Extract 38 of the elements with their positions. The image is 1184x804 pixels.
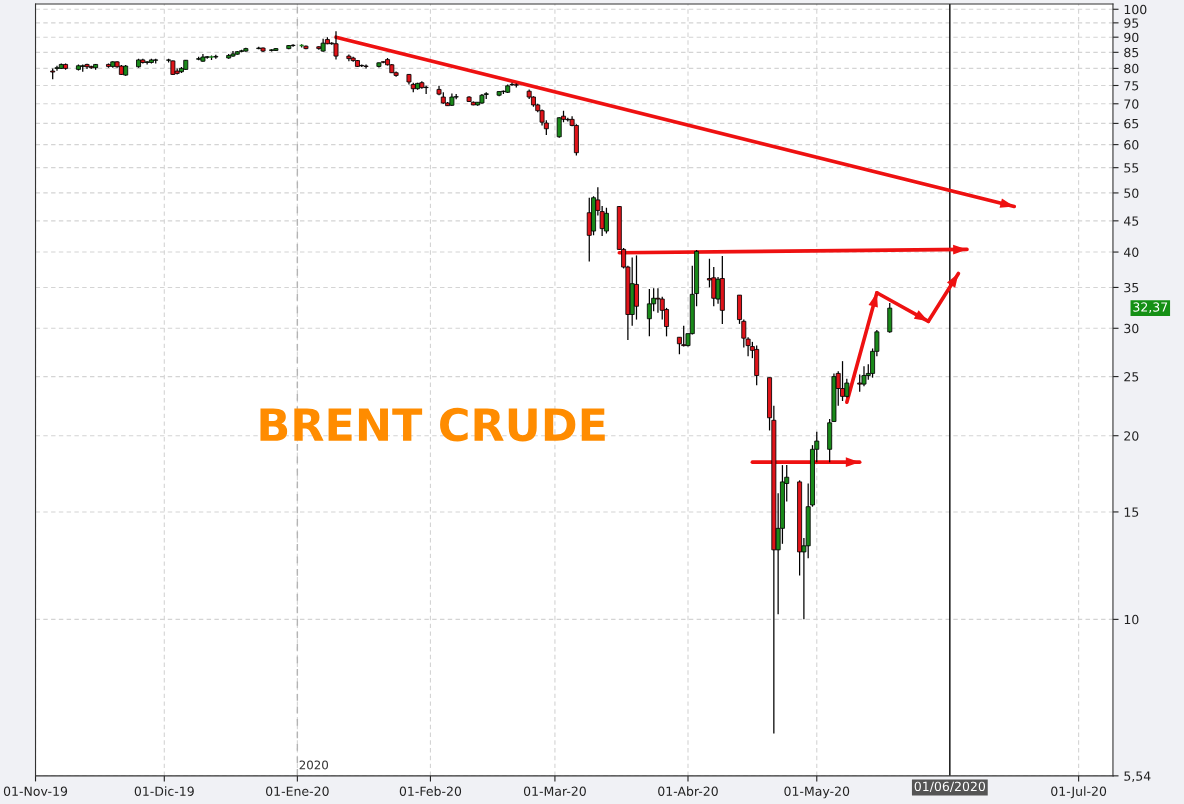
y-tick-label: 40 xyxy=(1123,247,1139,257)
y-tick-label: 80 xyxy=(1124,63,1139,74)
y-tick-label: 50 xyxy=(1124,188,1139,198)
y-tick-label: 20 xyxy=(1124,431,1139,441)
candlestick xyxy=(603,207,609,235)
x-tick-label: 01-Feb-20 xyxy=(399,786,462,796)
text: 32,37 xyxy=(1133,302,1168,314)
ref-line-label: 2020 xyxy=(299,760,329,770)
y-tick-label: 45 xyxy=(1123,216,1139,226)
candlestick xyxy=(634,254,639,321)
y-tick-label: 95 xyxy=(1124,18,1139,28)
y-tick-label: 60 xyxy=(1124,140,1139,150)
x-tick-label: 01-Ene-20 xyxy=(266,786,329,796)
x-tick-label: 01-Nov-19 xyxy=(3,786,68,796)
y-tick-label: 5,54 xyxy=(1124,771,1151,783)
y-tick-label: 70 xyxy=(1124,99,1139,109)
x-tick-label: 01-Mar-20 xyxy=(523,786,586,796)
candlestick xyxy=(423,85,429,95)
y-tick-label: 90 xyxy=(1124,32,1139,43)
x-tick-label: 01-Dic-19 xyxy=(134,786,194,796)
y-tick-label: 85 xyxy=(1124,47,1139,58)
y-tick-label: 25 xyxy=(1124,372,1139,382)
candlestick xyxy=(887,302,893,334)
y-tick-label: 35 xyxy=(1124,282,1139,293)
x-tick-label: 01-Jul-20 xyxy=(1051,786,1107,799)
y-tick-label: 15 xyxy=(1124,507,1139,517)
x-tick-label: 01-Abr-20 xyxy=(658,786,718,796)
candlestick xyxy=(646,288,652,337)
ref-line-label: 01/06/2020 xyxy=(914,781,986,793)
y-tick-label: 65 xyxy=(1124,118,1139,129)
y-tick-label: 100 xyxy=(1124,4,1147,15)
y-tick-label: 30 xyxy=(1124,323,1139,334)
y-tick-label: 55 xyxy=(1124,163,1139,173)
x-tick-label: 01-May-20 xyxy=(784,786,850,799)
annotation: BRENT CRUDE xyxy=(260,407,605,442)
y-tick-label: 10 xyxy=(1124,614,1139,625)
y-tick-label: 75 xyxy=(1124,81,1139,91)
candlestick xyxy=(655,287,661,314)
